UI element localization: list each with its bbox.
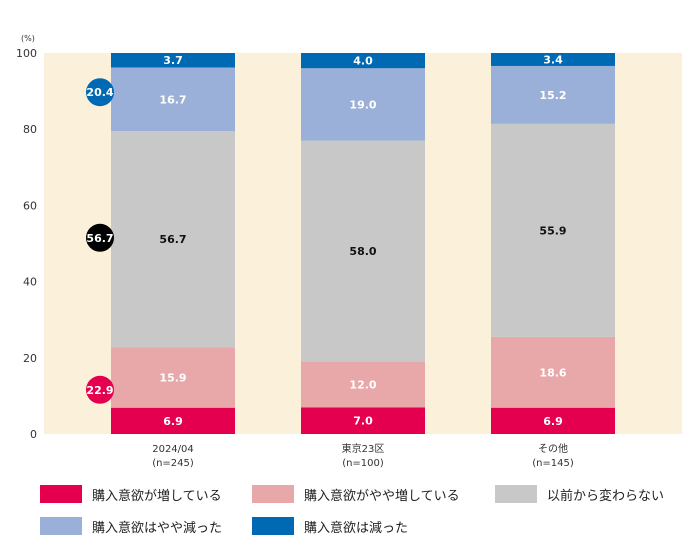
bar-segment: [111, 67, 235, 132]
x-category-n: (n=145): [532, 458, 574, 469]
legend-item: 購入意欲が増している: [40, 484, 222, 504]
bar-segment: [111, 407, 235, 434]
legend-swatch: [40, 517, 82, 535]
legend-label: 購入意欲はやや減った: [92, 520, 223, 536]
x-category-label: 東京23区: [342, 442, 385, 455]
y-tick-label: 60: [23, 199, 37, 212]
bar-data-label: 6.9: [163, 415, 183, 428]
bar-segment: [111, 347, 235, 408]
bar-segment: [491, 53, 615, 66]
x-category-label: その他: [538, 442, 568, 455]
legend-item: 購入意欲はやや減った: [40, 516, 222, 536]
legend-swatch: [495, 485, 537, 503]
bar-data-label: 6.9: [543, 415, 563, 428]
bar-data-label: 12.0: [349, 378, 376, 391]
bar-data-label: 16.7: [159, 93, 186, 106]
bar-segment: [111, 131, 235, 348]
legend-label: 購入意欲が増している: [92, 488, 222, 504]
legend-swatch: [252, 517, 294, 535]
bar-segment: [301, 407, 425, 434]
total-callout-circle: [86, 375, 114, 404]
bar-segment: [301, 68, 425, 141]
bar-data-label: 3.7: [163, 54, 183, 67]
x-category-label: 2024/04: [152, 444, 194, 455]
legend-label: 以前から変わらない: [547, 488, 665, 504]
y-tick-label: 40: [23, 276, 37, 289]
unit-label: (%): [21, 34, 35, 43]
legend-label: 購入意欲がやや増している: [304, 488, 460, 504]
total-callout-label: 22.9: [86, 384, 113, 397]
bar-data-label: 7.0: [353, 415, 373, 428]
bar-group: 6.9 15.9 56.7 16.7 3.7: [111, 53, 235, 434]
bar-data-label: 4.0: [353, 55, 373, 68]
y-tick-label: 20: [23, 352, 37, 365]
bar-data-label: 58.0: [349, 245, 376, 258]
legend-label: 購入意欲は減った: [304, 520, 409, 536]
bar-segment: [491, 407, 615, 434]
legend-item: 購入意欲がやや増している: [252, 484, 460, 504]
bar-segment: [491, 336, 615, 408]
bar-group: 7.0 12.0 58.0 19.0 4.0: [301, 53, 425, 434]
total-callout-circle: [86, 78, 114, 107]
total-callout-label: 56.7: [86, 232, 113, 245]
y-tick-label: 0: [30, 428, 37, 441]
bar-segment: [301, 53, 425, 69]
bar-segment: [491, 123, 615, 337]
bar-segment: [301, 361, 425, 408]
bar-data-label: 18.6: [539, 366, 566, 379]
bar-data-label: 19.0: [349, 98, 376, 111]
legend-item: 購入意欲は減った: [252, 516, 408, 536]
bar-segment: [111, 53, 235, 68]
total-callout-label: 20.4: [86, 86, 113, 99]
x-category-n: (n=100): [342, 458, 384, 469]
bar-data-label: 3.4: [543, 53, 563, 66]
bar-data-label: 15.9: [159, 371, 186, 384]
bar-data-label: 15.2: [539, 89, 566, 102]
bar-segment: [301, 140, 425, 362]
bar-data-label: 55.9: [539, 224, 566, 237]
total-callout-circle: [86, 223, 114, 252]
x-category-n: (n=245): [152, 458, 194, 469]
legend-item: 以前から変わらない: [495, 484, 664, 504]
bar-group: 6.9 18.6 55.9 15.2 3.4: [491, 53, 615, 434]
bar-data-label: 56.7: [159, 233, 186, 246]
y-tick-label: 100: [16, 47, 37, 60]
y-tick-label: 80: [23, 123, 37, 136]
legend-swatch: [252, 485, 294, 503]
legend-swatch: [40, 485, 82, 503]
bar-segment: [491, 65, 615, 124]
